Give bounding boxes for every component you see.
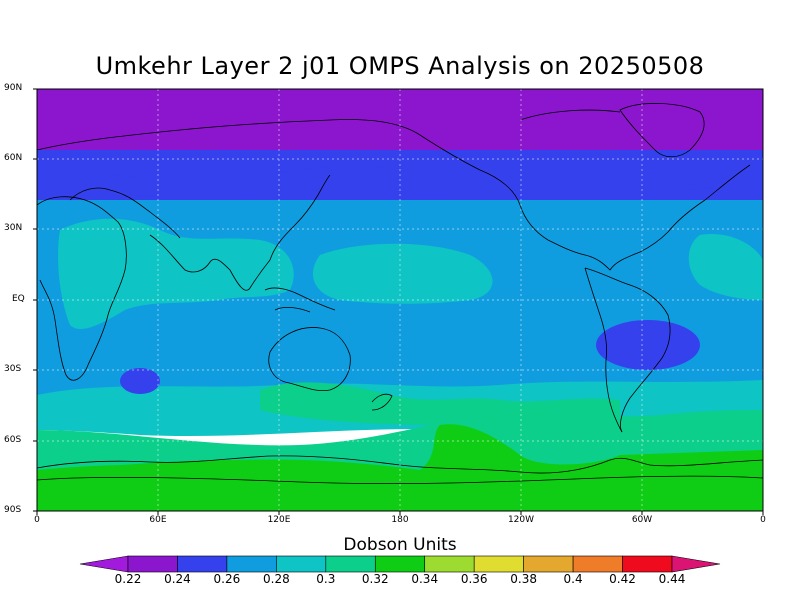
colorbar-arrow-high	[671, 555, 721, 573]
colorbar-tick-label: 0.36	[460, 572, 488, 586]
lat-label-90s: 90S	[4, 505, 22, 515]
lon-label-0-left: 0	[34, 515, 40, 525]
colorbar-tick-label: 0.4	[563, 572, 583, 586]
lon-label-60e: 60E	[149, 515, 167, 525]
teal-southern-ridge	[260, 382, 620, 430]
colorbar-tick-label: 0.44	[658, 572, 686, 586]
colorbar-box	[622, 555, 673, 573]
graticule	[37, 89, 763, 511]
colorbar-box	[177, 555, 228, 573]
lon-label-180: 180	[391, 515, 409, 525]
lat-label-30s: 30S	[4, 364, 22, 374]
colorbar-tick-label: 0.3	[316, 572, 336, 586]
colorbar	[79, 555, 721, 573]
colorbar-box	[473, 555, 524, 573]
colorbar-title: Dobson Units	[343, 535, 457, 555]
cyan-africa-india	[58, 218, 294, 330]
colorbar-tick-label: 0.26	[213, 572, 241, 586]
colorbar-tick-label: 0.32	[361, 572, 389, 586]
colorbar-tick-label: 0.28	[263, 572, 290, 586]
cyan-pacific	[312, 243, 493, 304]
lon-label-120w: 120W	[507, 515, 535, 525]
low-indian-ocean	[120, 368, 160, 394]
low-south-america	[596, 320, 700, 370]
lat-label-30n: 30N	[4, 223, 23, 233]
colorbar-box	[276, 555, 327, 573]
colorbar-arrow-low	[79, 555, 129, 573]
lat-label-eq: EQ	[12, 294, 25, 304]
colorbar-tick-label: 0.34	[411, 572, 439, 586]
colorbar-box	[127, 555, 178, 573]
map-title: Umkehr Layer 2 j01 OMPS Analysis on 2025…	[95, 52, 705, 80]
colorbar-box	[374, 555, 426, 573]
lon-label-60w: 60W	[631, 515, 653, 525]
colorbar-box	[572, 555, 623, 573]
lat-label-60n: 60N	[4, 153, 23, 163]
lat-label-90n: 90N	[4, 83, 23, 93]
lat-label-60s: 60S	[4, 435, 22, 445]
colorbar-tick-label: 0.42	[609, 572, 636, 586]
coastlines	[37, 103, 763, 485]
colorbar-box	[523, 555, 574, 573]
axis-ticks	[33, 88, 764, 515]
lon-label-120e: 120E	[267, 515, 291, 525]
colorbar-tick-label: 0.24	[164, 572, 191, 586]
colorbar-box	[424, 555, 475, 573]
colorbar-box	[226, 555, 277, 573]
colorbar-box	[325, 555, 376, 573]
cyan-atlantic	[688, 234, 763, 300]
lon-label-0-right: 0	[760, 515, 766, 525]
colorbar-tick-label: 0.38	[510, 572, 537, 586]
colorbar-tick-label: 0.22	[114, 572, 142, 586]
